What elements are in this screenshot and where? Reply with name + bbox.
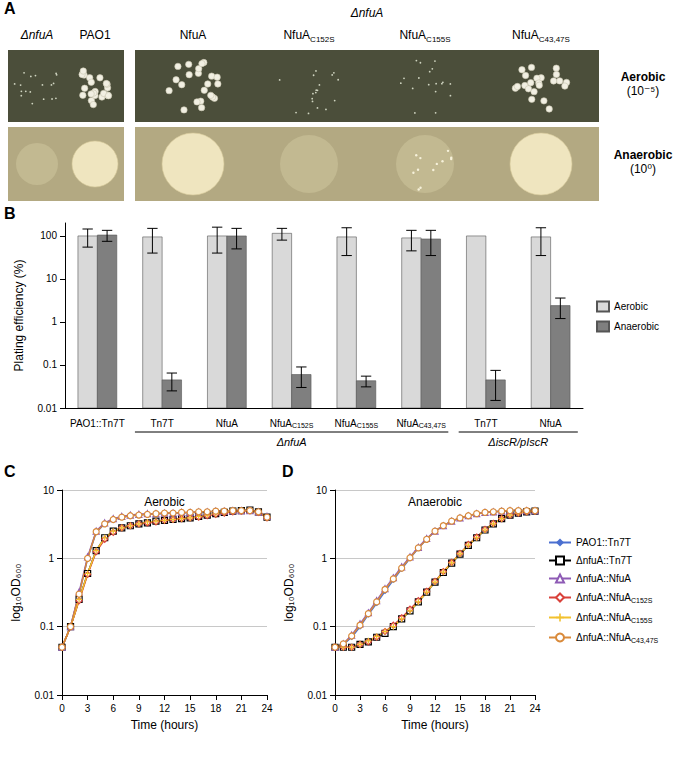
svg-text:Anaerobic: Anaerobic [614, 321, 659, 332]
svg-text:ΔnfuA::NfuA: ΔnfuA::NfuA [576, 612, 631, 623]
html-text:PAO1: PAO1 [79, 28, 111, 42]
svg-text:12: 12 [159, 703, 171, 714]
svg-text:Anaerobic: Anaerobic [408, 495, 462, 509]
svg-text:15: 15 [185, 703, 197, 714]
html-text:NfuAC43,47S: NfuAC43,47S [512, 28, 570, 45]
svg-text:9: 9 [407, 703, 413, 714]
svg-text:C152S: C152S [292, 422, 314, 429]
svg-text:C155S: C155S [631, 617, 653, 624]
html-text:NfuAC155S: NfuAC155S [399, 28, 451, 45]
svg-text:6: 6 [382, 703, 388, 714]
html-text:ΔnfuA: ΔnfuA [20, 28, 54, 42]
html-text:ΔnfuA: ΔnfuA [350, 6, 384, 20]
html-text:NfuAC152S: NfuAC152S [283, 28, 335, 45]
html-text:NfuA: NfuA [179, 28, 207, 42]
svg-text:12: 12 [429, 703, 441, 714]
svg-text:ΔnfuA::NfuA: ΔnfuA::NfuA [576, 632, 631, 643]
svg-text:24: 24 [261, 703, 273, 714]
svg-text:C155S: C155S [357, 422, 379, 429]
svg-text:ΔnfuA::NfuA: ΔnfuA::NfuA [576, 573, 631, 584]
svg-text:ΔnfuA::NfuA: ΔnfuA::NfuA [576, 592, 631, 603]
html-text:A: A [4, 0, 16, 17]
svg-text:NfuA: NfuA [396, 418, 419, 429]
html-text:Aerobic: Aerobic [620, 70, 666, 84]
html-text:(10⁻⁵): (10⁻⁵) [626, 84, 660, 98]
svg-text:0.01: 0.01 [38, 403, 58, 414]
svg-text:Tn7T: Tn7T [150, 418, 173, 429]
svg-text:15: 15 [454, 703, 466, 714]
svg-text:18: 18 [479, 703, 491, 714]
svg-text:1: 1 [48, 553, 54, 564]
svg-text:C43,47S: C43,47S [419, 422, 447, 429]
svg-text:ΔiscR/pIscR: ΔiscR/pIscR [487, 436, 548, 448]
svg-text:0.1: 0.1 [313, 621, 327, 632]
html-text:(10⁰): (10⁰) [629, 162, 657, 176]
svg-text:1: 1 [321, 553, 327, 564]
svg-text:3: 3 [357, 703, 363, 714]
svg-text:log₁₀OD₆₀₀: log₁₀OD₆₀₀ [282, 564, 296, 622]
svg-text:PAO1::Tn7T: PAO1::Tn7T [70, 418, 125, 429]
svg-text:0: 0 [332, 703, 338, 714]
svg-text:3: 3 [85, 703, 91, 714]
svg-text:0: 0 [59, 703, 65, 714]
svg-text:Plating efficiency (%): Plating efficiency (%) [12, 260, 26, 372]
svg-text:B: B [4, 205, 16, 222]
svg-text:6: 6 [110, 703, 116, 714]
svg-text:21: 21 [504, 703, 516, 714]
svg-text:18: 18 [210, 703, 222, 714]
svg-text:21: 21 [236, 703, 248, 714]
svg-text:C: C [4, 463, 16, 480]
svg-text:C43,47S: C43,47S [631, 637, 659, 644]
svg-text:PAO1::Tn7T: PAO1::Tn7T [576, 537, 631, 548]
svg-text:100: 100 [40, 230, 57, 241]
svg-text:0.01: 0.01 [35, 690, 55, 701]
svg-text:9: 9 [136, 703, 142, 714]
svg-text:Time (hours): Time (hours) [401, 718, 469, 732]
svg-text:0.1: 0.1 [43, 359, 57, 370]
svg-text:NfuA: NfuA [270, 418, 293, 429]
svg-text:24: 24 [529, 703, 541, 714]
svg-text:10: 10 [43, 485, 55, 496]
svg-text:C152S: C152S [631, 597, 653, 604]
svg-text:Tn7T: Tn7T [474, 418, 497, 429]
svg-text:10: 10 [46, 273, 58, 284]
svg-text:NfuA: NfuA [335, 418, 358, 429]
svg-text:ΔnfuA: ΔnfuA [276, 436, 307, 448]
svg-text:0.01: 0.01 [308, 690, 328, 701]
svg-text:D: D [282, 463, 294, 480]
svg-text:log₁₀OD₆₀₀: log₁₀OD₆₀₀ [9, 564, 23, 622]
svg-text:Time (hours): Time (hours) [131, 718, 199, 732]
svg-text:NfuA: NfuA [216, 418, 239, 429]
svg-text:NfuA: NfuA [540, 418, 563, 429]
svg-text:0.1: 0.1 [40, 621, 54, 632]
svg-text:Aerobic: Aerobic [614, 301, 648, 312]
svg-text:ΔnfuA::Tn7T: ΔnfuA::Tn7T [576, 555, 632, 566]
html-text:Anaerobic: Anaerobic [613, 148, 673, 162]
svg-text:1: 1 [51, 316, 57, 327]
svg-text:Aerobic: Aerobic [144, 495, 185, 509]
svg-text:10: 10 [316, 485, 328, 496]
